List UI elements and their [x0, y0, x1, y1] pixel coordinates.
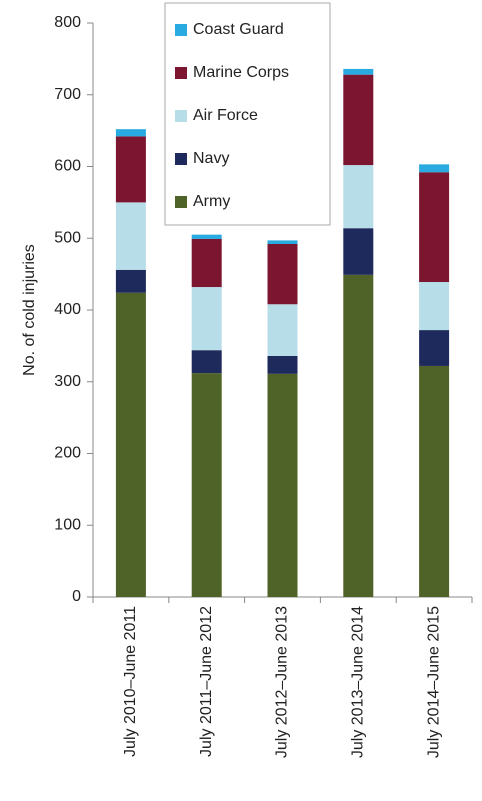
bar-segment	[343, 68, 374, 75]
x-tick-label: July 2013–June 2014	[350, 606, 367, 758]
y-tick-label: 600	[54, 158, 81, 175]
y-tick-label: 200	[54, 445, 81, 462]
bar-segment	[419, 172, 450, 283]
bar-segment	[115, 136, 146, 203]
x-tick-label: July 2014–June 2015	[425, 606, 442, 758]
x-tick-label: July 2010–June 2011	[122, 606, 139, 757]
legend-swatch	[175, 67, 187, 79]
legend-swatch	[175, 110, 187, 122]
legend-label: Navy	[193, 150, 229, 167]
bar-segment	[267, 240, 298, 244]
bar-segment	[267, 304, 298, 356]
bar-segment	[191, 350, 222, 374]
y-tick-label: 700	[54, 86, 81, 103]
bar-segment	[343, 228, 374, 275]
bar-segment	[115, 292, 146, 597]
legend-swatch	[175, 153, 187, 165]
bar-segment	[419, 330, 450, 366]
bar-segment	[115, 269, 146, 293]
bar-segment	[343, 74, 374, 166]
bar-segment	[191, 287, 222, 351]
bar-segment	[419, 164, 450, 173]
bar-segment	[191, 238, 222, 288]
bar-segment	[115, 129, 146, 137]
legend-label: Marine Corps	[193, 64, 289, 81]
bar-segment	[191, 373, 222, 597]
y-tick-label: 800	[54, 14, 81, 31]
legend-swatch	[175, 24, 187, 36]
legend-label: Air Force	[193, 107, 258, 124]
legend-label: Coast Guard	[193, 21, 284, 38]
bar-segment	[115, 202, 146, 270]
bar-segment	[267, 373, 298, 597]
bar-segment	[343, 274, 374, 597]
y-tick-label: 500	[54, 229, 81, 246]
y-tick-label: 300	[54, 373, 81, 390]
legend-swatch	[175, 196, 187, 208]
x-tick-label: July 2012–June 2013	[274, 606, 291, 758]
y-tick-label: 400	[54, 301, 81, 318]
y-tick-label: 100	[54, 516, 81, 533]
bar-segment	[419, 282, 450, 331]
bar-segment	[419, 365, 450, 597]
legend-label: Army	[193, 193, 230, 210]
y-tick-label: 0	[72, 588, 81, 605]
x-tick-label: July 2011–June 2012	[198, 606, 215, 757]
y-axis-label: No. of cold injuries	[21, 244, 38, 376]
bar-segment	[267, 355, 298, 374]
bar-segment	[267, 243, 298, 305]
legend-box	[164, 2, 331, 226]
bar-segment	[191, 234, 222, 239]
bar-segment	[343, 165, 374, 229]
